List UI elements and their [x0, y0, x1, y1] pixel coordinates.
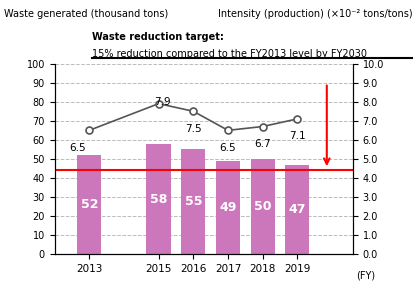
Bar — [181, 149, 205, 254]
Text: 55: 55 — [184, 195, 202, 208]
Text: 7.1: 7.1 — [289, 131, 306, 141]
Bar — [285, 165, 310, 254]
Bar — [147, 144, 171, 254]
Bar — [216, 161, 240, 254]
Text: 6.5: 6.5 — [69, 143, 85, 153]
Text: Intensity (production) (×10⁻² tons/tons): Intensity (production) (×10⁻² tons/tons) — [218, 9, 413, 19]
Text: 7.9: 7.9 — [154, 97, 171, 107]
Text: (FY): (FY) — [356, 271, 375, 281]
Text: 6.5: 6.5 — [220, 143, 236, 153]
Bar — [250, 159, 275, 254]
Text: 6.7: 6.7 — [255, 139, 271, 149]
Bar — [77, 155, 101, 254]
Text: 52: 52 — [81, 198, 98, 211]
Text: Waste reduction target:: Waste reduction target: — [92, 32, 224, 42]
Text: 49: 49 — [219, 201, 236, 214]
Text: 47: 47 — [289, 203, 306, 216]
Text: 15% reduction compared to the FY2013 level by FY2030: 15% reduction compared to the FY2013 lev… — [92, 49, 368, 59]
Text: Waste generated (thousand tons): Waste generated (thousand tons) — [4, 9, 168, 19]
Text: 7.5: 7.5 — [185, 124, 202, 134]
Text: 58: 58 — [150, 192, 167, 205]
Text: 50: 50 — [254, 200, 271, 213]
